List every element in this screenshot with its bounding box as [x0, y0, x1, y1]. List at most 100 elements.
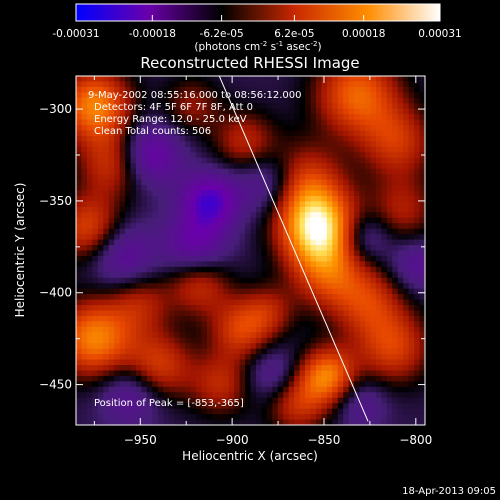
heatmap-cell — [86, 97, 93, 104]
heatmap-cell — [283, 108, 290, 115]
heatmap-cell — [135, 255, 143, 262]
heatmap-cell — [392, 375, 399, 382]
heatmap-cell — [212, 250, 219, 257]
heatmap-cell — [299, 185, 306, 192]
heatmap-cell — [217, 408, 224, 415]
heatmap-cell — [348, 250, 355, 257]
heatmap-cell — [245, 163, 252, 170]
heatmap-cell — [141, 272, 148, 279]
heatmap-cell — [125, 103, 132, 110]
heatmap-cell — [365, 86, 372, 93]
heatmap-cell — [135, 283, 143, 290]
heatmap-cell — [239, 310, 246, 317]
heatmap-cell — [283, 179, 290, 186]
heatmap-cell — [86, 354, 93, 361]
heatmap-cell — [381, 245, 388, 252]
heatmap-cell — [114, 381, 121, 388]
heatmap-cell — [179, 343, 186, 350]
heatmap-cell — [206, 234, 213, 241]
heatmap-cell — [185, 354, 192, 361]
heatmap-cell — [321, 305, 328, 312]
heatmap-cell — [114, 163, 121, 170]
heatmap-cell — [354, 217, 361, 224]
heatmap-cell — [386, 294, 393, 301]
heatmap-cell — [408, 370, 415, 377]
heatmap-cell — [337, 419, 344, 425]
heatmap-cell — [332, 375, 339, 382]
heatmap-cell — [375, 168, 382, 175]
heatmap-cell — [228, 403, 235, 410]
heatmap-cell — [179, 261, 186, 268]
heatmap-cell — [414, 152, 421, 159]
heatmap-cell — [152, 212, 159, 219]
heatmap-cell — [403, 348, 410, 355]
heatmap-cell — [195, 206, 203, 213]
colorbar-tick-label: 6.2e-05 — [274, 28, 314, 40]
heatmap-cell — [195, 294, 203, 301]
heatmap-cell — [245, 119, 252, 126]
heatmap-cell — [185, 255, 192, 262]
heatmap-cell — [261, 299, 268, 306]
heatmap-cell — [217, 305, 224, 312]
heatmap-cell — [354, 201, 361, 208]
heatmap-cell — [135, 92, 143, 99]
heatmap-cell — [261, 343, 268, 350]
heatmap-cell — [168, 130, 175, 137]
heatmap-cell — [217, 245, 224, 252]
heatmap-cell — [76, 130, 83, 137]
heatmap-cell — [163, 201, 170, 208]
heatmap-cell — [370, 403, 377, 410]
heatmap-cell — [288, 326, 295, 333]
heatmap-cell — [321, 321, 328, 328]
heatmap-cell — [152, 354, 159, 361]
heatmap-cell — [212, 348, 219, 355]
heatmap-cell — [397, 255, 404, 262]
heatmap-cell — [190, 288, 197, 295]
heatmap-cell — [168, 370, 175, 377]
heatmap-cell — [310, 234, 317, 241]
heatmap-cell — [332, 299, 339, 306]
heatmap-cell — [343, 354, 350, 361]
heatmap-cell — [135, 141, 143, 148]
heatmap-cell — [375, 174, 382, 181]
heatmap-cell — [326, 277, 333, 284]
heatmap-cell — [223, 255, 230, 262]
heatmap-cell — [174, 163, 181, 170]
heatmap-cell — [403, 157, 410, 164]
heatmap-cell — [359, 206, 366, 213]
heatmap-cell — [239, 114, 246, 121]
heatmap-cell — [277, 217, 284, 224]
heatmap-cell — [315, 294, 322, 301]
heatmap-cell — [408, 163, 415, 170]
heatmap-cell — [185, 114, 192, 121]
heatmap-cell — [239, 255, 246, 262]
heatmap-cell — [397, 190, 404, 197]
heatmap-cell — [86, 310, 93, 317]
heatmap-cell — [135, 359, 143, 366]
heatmap-cell — [234, 239, 241, 246]
heatmap-cell — [359, 332, 366, 339]
heatmap-cell — [370, 375, 377, 382]
heatmap-cell — [326, 294, 333, 301]
heatmap-cell — [310, 354, 317, 361]
heatmap-cell — [375, 223, 382, 230]
heatmap-cell — [212, 266, 219, 273]
heatmap-cell — [403, 228, 410, 235]
heatmap-cell — [354, 86, 361, 93]
heatmap-cell — [370, 135, 377, 143]
heatmap-cell — [326, 310, 333, 317]
heatmap-cell — [283, 152, 290, 159]
heatmap-cell — [234, 337, 241, 344]
heatmap-cell — [277, 381, 284, 388]
heatmap-cell — [337, 392, 344, 399]
heatmap-cell — [76, 299, 83, 306]
heatmap-cell — [272, 315, 279, 322]
heatmap-cell — [294, 239, 301, 246]
heatmap-cell — [419, 125, 425, 132]
heatmap-cell — [321, 397, 328, 404]
heatmap-cell — [114, 86, 121, 93]
heatmap-cell — [185, 223, 192, 230]
heatmap-cell — [146, 76, 153, 83]
heatmap-cell — [403, 354, 410, 361]
heatmap-cell — [359, 245, 366, 252]
